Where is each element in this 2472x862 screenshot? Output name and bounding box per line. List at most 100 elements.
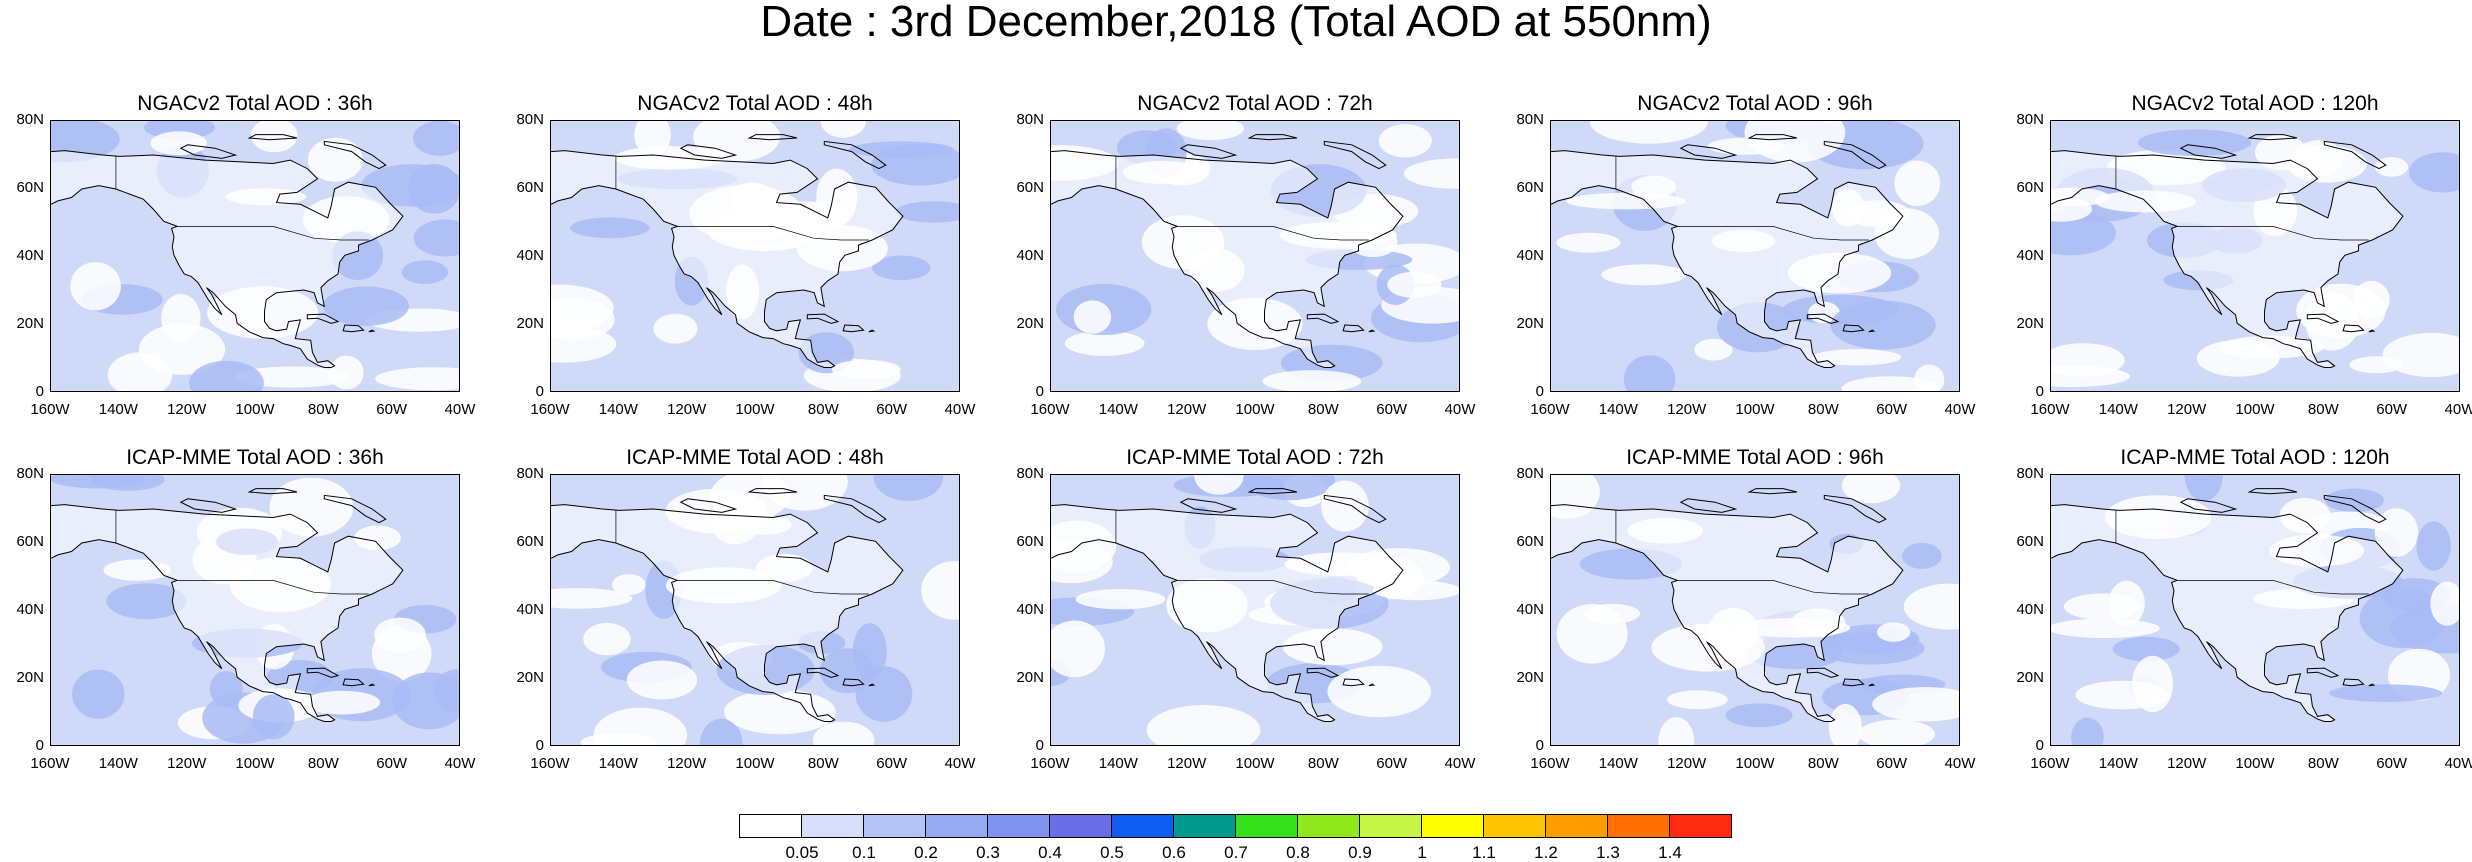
island-outline xyxy=(1247,488,1298,495)
aod-patch xyxy=(374,617,426,652)
colorbar-swatch xyxy=(1173,814,1236,838)
colorbar-swatch xyxy=(801,814,864,838)
lon-tick-label: 140W xyxy=(1598,755,1638,772)
panel-title: NGACv2 Total AOD : 72h xyxy=(1137,92,1373,115)
lat-tick-label: 60N xyxy=(16,533,44,550)
aod-patch xyxy=(72,669,125,719)
aod-field-map xyxy=(1051,475,1459,745)
colorbar-label: 0.5 xyxy=(1100,843,1124,862)
aod-patch xyxy=(304,690,381,715)
island-outline xyxy=(1179,144,1238,159)
aod-patch xyxy=(2329,684,2442,702)
island-outline xyxy=(679,498,738,513)
lon-tick-label: 60W xyxy=(1376,401,1408,418)
lon-tick-label: 140W xyxy=(1598,401,1638,418)
aod-patch xyxy=(921,561,959,620)
land-area xyxy=(51,504,403,722)
panel-title: ICAP-MME Total AOD : 72h xyxy=(1126,446,1384,469)
aod-patch xyxy=(1903,583,1959,630)
colorbar-swatch xyxy=(1111,814,1174,838)
aod-patch xyxy=(2063,593,2141,620)
colorbar-swatch xyxy=(1607,814,1670,838)
border-line xyxy=(677,580,869,595)
lat-tick-label: 80N xyxy=(516,111,544,128)
lon-tick-label: 120W xyxy=(1667,401,1707,418)
map-frame xyxy=(50,120,460,392)
aod-patch xyxy=(1744,121,1846,163)
coastline xyxy=(2051,150,2404,368)
aod-patch xyxy=(1372,580,1459,601)
aod-patch xyxy=(1877,622,1911,642)
lat-tick-label: 60N xyxy=(1016,533,1044,550)
lat-tick-label: 60N xyxy=(1516,533,1544,550)
aod-patch xyxy=(2408,152,2459,193)
lat-tick-label: 60N xyxy=(2016,533,2044,550)
aod-patch xyxy=(2071,717,2104,745)
lat-tick-label: 40N xyxy=(1516,247,1544,264)
aod-patch xyxy=(819,648,875,694)
lon-tick-label: 100W xyxy=(235,401,275,418)
colorbar-swatch xyxy=(987,814,1050,838)
aod-patch xyxy=(1589,121,1708,144)
island-outline xyxy=(1342,324,1365,333)
aod-patch xyxy=(70,262,121,311)
coastline xyxy=(2051,504,2404,722)
aod-patch xyxy=(209,671,243,707)
aod-patch xyxy=(1387,271,1442,298)
aod-patch xyxy=(1176,121,1245,141)
island-outline xyxy=(1823,140,1887,170)
island-outline xyxy=(1323,494,1387,524)
border-line xyxy=(1677,580,1869,595)
lon-tick-label: 140W xyxy=(98,755,138,772)
map-frame xyxy=(50,474,460,746)
lon-tick-label: 160W xyxy=(1530,755,1570,772)
island-outline xyxy=(2179,498,2238,513)
aod-patch xyxy=(1321,480,1369,532)
aod-patch xyxy=(699,718,743,745)
lat-tick-label: 80N xyxy=(1516,465,1544,482)
lon-tick-label: 140W xyxy=(2098,401,2138,418)
aod-patch xyxy=(653,313,698,344)
aod-patch xyxy=(812,721,875,745)
island-outline xyxy=(306,313,340,324)
aod-patch xyxy=(413,219,459,257)
map-panel: ICAP-MME Total AOD : 120h 80N 60N 40N 20N 0 16… xyxy=(2016,446,2472,778)
aod-patch xyxy=(138,323,226,375)
map-frame xyxy=(1050,120,1460,392)
lon-tick-label: 80W xyxy=(2307,401,2339,418)
lon-tick-label: 160W xyxy=(30,401,70,418)
aod-patch xyxy=(1403,158,1459,189)
colorbar-label: 0.2 xyxy=(914,843,938,862)
aod-patch xyxy=(570,217,650,239)
aod-patch xyxy=(1194,475,1244,495)
aod-patch xyxy=(2374,157,2409,177)
figure-title: Date : 3rd December,2018 (Total AOD at 5… xyxy=(760,0,1712,46)
island-outline xyxy=(2179,144,2238,159)
lat-tick-label: 60N xyxy=(516,533,544,550)
panel-title: ICAP-MME Total AOD : 36h xyxy=(126,446,384,469)
lon-tick-label: 40W xyxy=(2444,401,2472,418)
lon-tick-label: 160W xyxy=(530,401,570,418)
island-outline xyxy=(1868,329,1876,333)
island-outline xyxy=(2342,324,2365,333)
coastline xyxy=(51,504,404,722)
aod-patch xyxy=(189,360,264,391)
lon-tick-label: 100W xyxy=(2235,755,2275,772)
colorbar-label: 0.3 xyxy=(976,843,1000,862)
aod-patch xyxy=(103,559,171,581)
colorbar-swatch xyxy=(1669,814,1732,838)
island-outline xyxy=(1806,313,1840,324)
aod-patch xyxy=(408,164,459,214)
colorbar-label: 1.3 xyxy=(1596,843,1620,862)
lon-tick-label: 140W xyxy=(598,755,638,772)
map-panel: ICAP-MME Total AOD : 72h 80N 60N 40N 20N 0 160… xyxy=(1016,446,1475,778)
aod-field-map xyxy=(551,121,959,391)
island-outline xyxy=(2306,313,2340,324)
aod-patch xyxy=(1667,690,1728,710)
aod-patch xyxy=(1073,300,1112,334)
aod-patch xyxy=(323,286,409,326)
island-outline xyxy=(1306,313,1340,324)
lon-tick-label: 120W xyxy=(667,755,707,772)
land-area xyxy=(1551,150,1903,368)
aod-patch xyxy=(551,325,617,363)
